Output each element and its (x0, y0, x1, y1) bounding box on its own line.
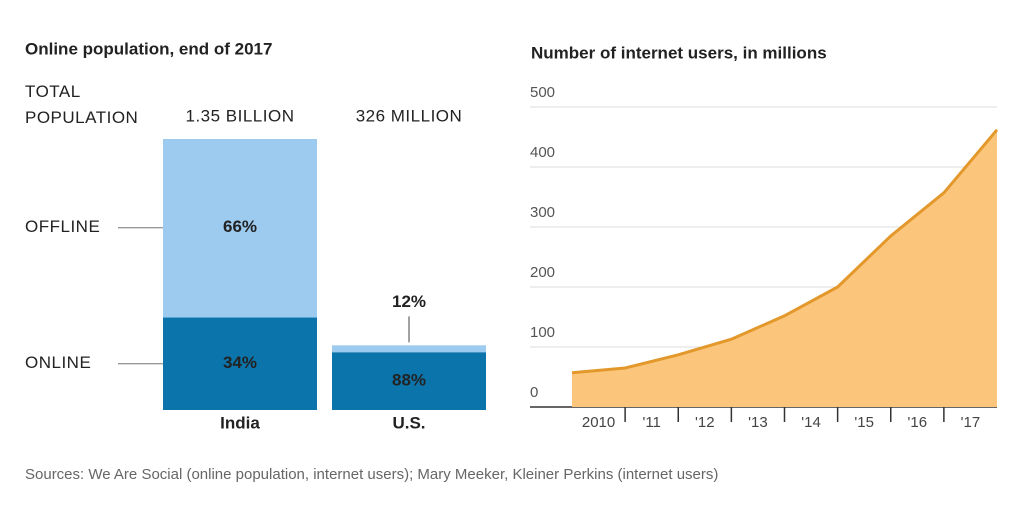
series-label: OFFLINE (25, 217, 100, 236)
x-tick-label: '13 (748, 414, 768, 431)
y-tick-label: 300 (530, 204, 555, 221)
x-tick-label: U.S. (392, 413, 425, 432)
x-tick-label: '17 (961, 414, 981, 431)
line (571, 128, 999, 375)
x-tick-label: '14 (801, 414, 821, 431)
x-tick-label: '15 (854, 414, 874, 431)
series-label: ONLINE (25, 353, 91, 372)
value-label: 12% (392, 292, 426, 311)
bar-segment (163, 317, 317, 410)
value-label: 88% (392, 371, 426, 390)
x-tick-label: '11 (642, 414, 660, 431)
y-tick-label: 0 (530, 384, 538, 401)
bar-segment (163, 139, 317, 318)
x-tick-label: India (220, 413, 260, 432)
bar-segment (332, 352, 486, 410)
value-label: 66% (223, 217, 257, 236)
total-label: 326 MILLION (356, 106, 463, 125)
value-label: 34% (223, 353, 257, 372)
chart-title: Number of internet users, in millions (531, 43, 827, 62)
x-tick-label: '16 (908, 414, 928, 431)
x-tick-label: 2010 (582, 414, 615, 431)
y-tick-label: 400 (530, 144, 555, 161)
source-note: Sources: We Are Social (online populatio… (25, 466, 718, 483)
area (572, 129, 997, 408)
chart-title: Online population, end of 2017 (25, 39, 272, 58)
x-tick-label: '12 (695, 414, 715, 431)
y-tick-label: 100 (530, 324, 555, 341)
y-tick-label: 200 (530, 264, 555, 281)
y-tick-label: 500 (530, 84, 555, 101)
bar-segment (332, 345, 486, 353)
total-title: TOTAL POPULATION (25, 82, 139, 127)
total-label: 1.35 BILLION (185, 106, 294, 125)
